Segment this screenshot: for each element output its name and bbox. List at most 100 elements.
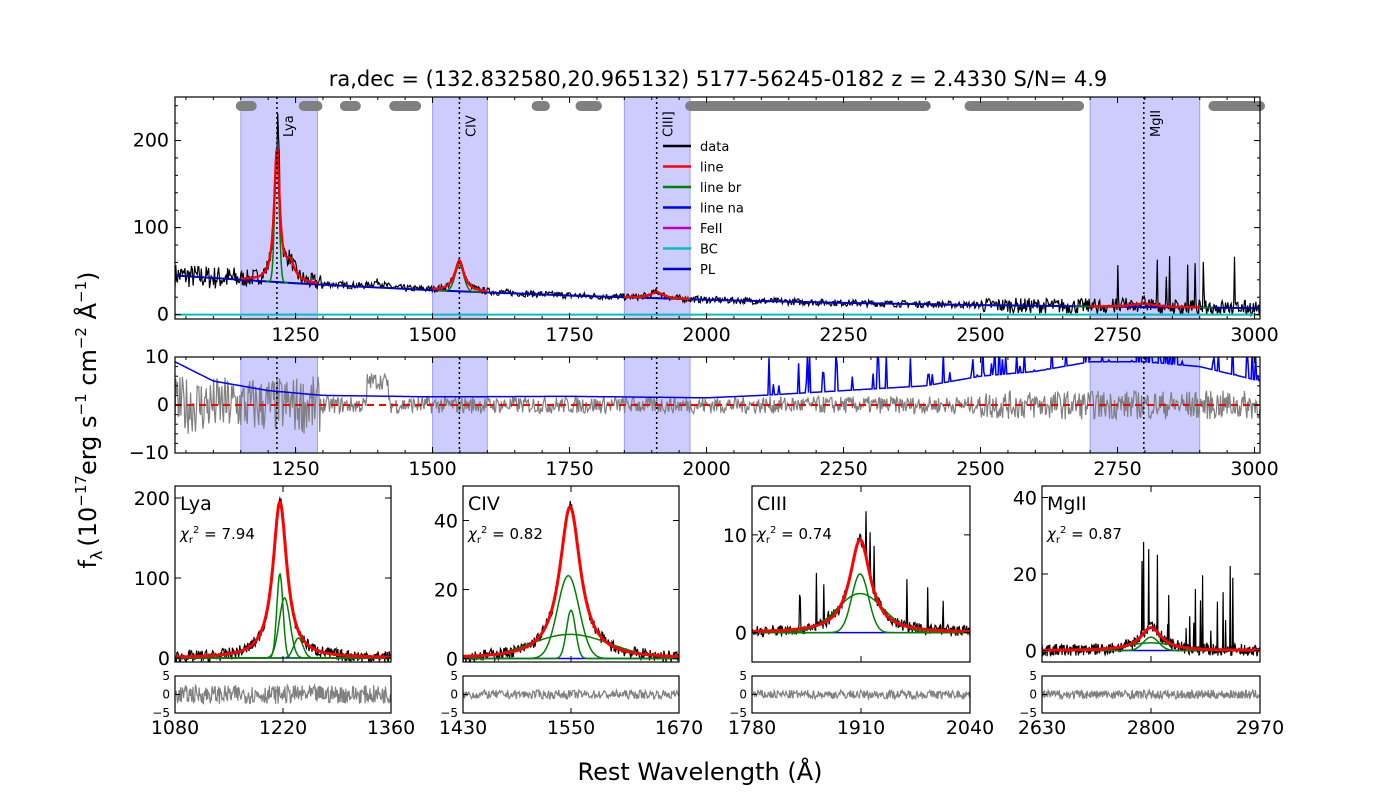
zoom-chi2-Lya: χr2 = 7.94: [179, 525, 255, 546]
y-tick-label-100: 100: [133, 217, 169, 239]
zoom-chi2-MgII: χr2 = 0.87: [1046, 525, 1122, 546]
marker-label-MgII: MgII: [1149, 110, 1164, 137]
chi2-sub: r: [766, 535, 771, 546]
zoom-ytick-label-20: 20: [434, 580, 458, 602]
zoom-residual-Lya: [175, 682, 391, 705]
zoom-ytick-label-200: 200: [134, 488, 170, 510]
zoom-ytick-label-0: 0: [158, 648, 170, 670]
chi2-value: = 7.94: [199, 525, 255, 543]
chi2-sub: r: [1056, 535, 1061, 546]
residual-line-markers: [276, 357, 1145, 453]
zoom-res-ytick-label-0: 0: [450, 688, 458, 702]
zoom-broad-CIII-0: [752, 573, 970, 634]
error-line: [175, 357, 1260, 399]
chi2-value: = 0.74: [776, 525, 832, 543]
line-total-0: [240, 148, 318, 284]
x-tick-label-1500: 1500: [408, 324, 456, 346]
zoom-total-MgII: [1042, 626, 1260, 652]
powerlaw-line: [175, 274, 1260, 310]
x-tick-label-2250: 2250: [819, 458, 867, 480]
zoom-broad-CIV-1: [463, 609, 679, 660]
x-tick-label-1750: 1750: [545, 458, 593, 480]
chi2-sub: r: [477, 535, 482, 546]
zoom-total-CIV: [463, 505, 679, 658]
zoom-res-ytick-label-5: 5: [162, 669, 170, 683]
zoom-name-CIV: CIV: [468, 493, 500, 515]
zoom-xtick-label-1430: 1430: [439, 717, 487, 739]
chi2-sup: 2: [481, 525, 487, 536]
chi2-sup: 2: [770, 525, 776, 536]
chart-title: ra,dec = (132.832580,20.965132) 5177-562…: [329, 67, 1108, 91]
y-tick-label--10: −10: [129, 442, 169, 464]
fit-window-3: [1089, 96, 1201, 320]
legend-label-3: line na: [700, 202, 744, 217]
chi2-value: = 0.82: [487, 525, 543, 543]
zoom-xtick-label-1780: 1780: [728, 717, 776, 739]
x-tick-label-1500: 1500: [408, 458, 456, 480]
zoom-residual-CIV: [463, 687, 679, 701]
x-tick-label-1250: 1250: [271, 324, 319, 346]
zoom-res-ytick-label-5: 5: [450, 669, 458, 683]
zoom-xtick-label-2800: 2800: [1127, 717, 1175, 739]
zoom-broad-Lya-0: [175, 572, 391, 659]
line-total-3: [1090, 302, 1200, 309]
x-tick-label-2750: 2750: [1093, 324, 1141, 346]
zoom-ytick-label-40: 40: [434, 511, 458, 533]
line-total-1: [432, 259, 488, 293]
zoom-xtick-label-2040: 2040: [946, 717, 994, 739]
chi2-symbol: χ: [1046, 525, 1057, 543]
x-tick-label-1250: 1250: [271, 458, 319, 480]
zoom-panel-CIII: CIII χr2 = 0.74 0 10 −5 0 5 1780 1910 2040: [723, 485, 994, 739]
zoom-res-ytick-label-5: 5: [739, 669, 747, 683]
x-tick-label-2000: 2000: [682, 324, 730, 346]
zoom-data-MgII: [1042, 541, 1260, 658]
zoom-xtick-label-2630: 2630: [1018, 717, 1066, 739]
zoom-xtick-label-1910: 1910: [837, 717, 885, 739]
chi2-sub: r: [189, 535, 194, 546]
zoom-name-CIII: CIII: [757, 493, 787, 515]
zoom-res-ytick-label--5: −5: [729, 706, 747, 720]
x-tick-label-1750: 1750: [545, 324, 593, 346]
residual-panel: 1250 1500 1750 2000 2250 2500 2750 3000 −10 0 10: [129, 346, 1279, 480]
x-tick-label-2000: 2000: [682, 458, 730, 480]
chi2-sup: 2: [1060, 525, 1066, 536]
chi2-value: = 0.87: [1066, 525, 1122, 543]
zoom-res-ytick-label-5: 5: [1029, 669, 1037, 683]
zoom-xtick-label-1670: 1670: [655, 717, 703, 739]
x-tick-label-3000: 3000: [1230, 458, 1278, 480]
x-tick-label-3000: 3000: [1230, 324, 1278, 346]
main-x-ticks: 1250 1500 1750 2000 2250 2500 2750 3000: [185, 97, 1279, 346]
zoom-residual-MgII: [1042, 687, 1260, 701]
line-br-1: [437, 264, 482, 293]
zoom-residual-CIII: [752, 688, 970, 702]
residual-y-ticks: −10 0 10: [129, 346, 1260, 464]
zoom-total-Lya: [175, 500, 391, 659]
legend-label-2: line br: [700, 181, 742, 196]
zoom-ytick-label-100: 100: [134, 568, 170, 590]
zoom-xtick-label-1080: 1080: [151, 717, 199, 739]
zoom-ytick-label-20: 20: [1013, 564, 1037, 586]
main-axes-frame: [174, 96, 1261, 320]
marker-label-CIV: CIV: [464, 115, 479, 137]
model-series: [175, 148, 1260, 316]
zoom-xtick-label-1360: 1360: [367, 717, 415, 739]
legend-label-6: PL: [700, 263, 716, 278]
zoom-res-ytick-label--5: −5: [1019, 706, 1037, 720]
chi2-symbol: χ: [467, 525, 478, 543]
zoom-total-CIII: [752, 538, 970, 633]
main-spectrum-panel: Lya CIV CIII] MgII 1250 1500 1750 2000 2250 2500…: [133, 96, 1279, 346]
zoom-res-ytick-label--5: −5: [440, 706, 458, 720]
residual-x-ticks: 1250 1500 1750 2000 2250 2500 2750 3000: [185, 357, 1279, 480]
x-tick-label-2750: 2750: [1093, 458, 1141, 480]
legend-label-1: line: [700, 161, 723, 176]
y-tick-label-0: 0: [157, 394, 169, 416]
zoom-xtick-label-1550: 1550: [547, 717, 595, 739]
y-axis-label-text: fλ(10−17erg s−1 cm−2 Å−1): [72, 271, 106, 568]
x-tick-label-2250: 2250: [819, 324, 867, 346]
legend-label-4: FeII: [700, 222, 722, 237]
y-tick-label-0: 0: [157, 304, 169, 326]
